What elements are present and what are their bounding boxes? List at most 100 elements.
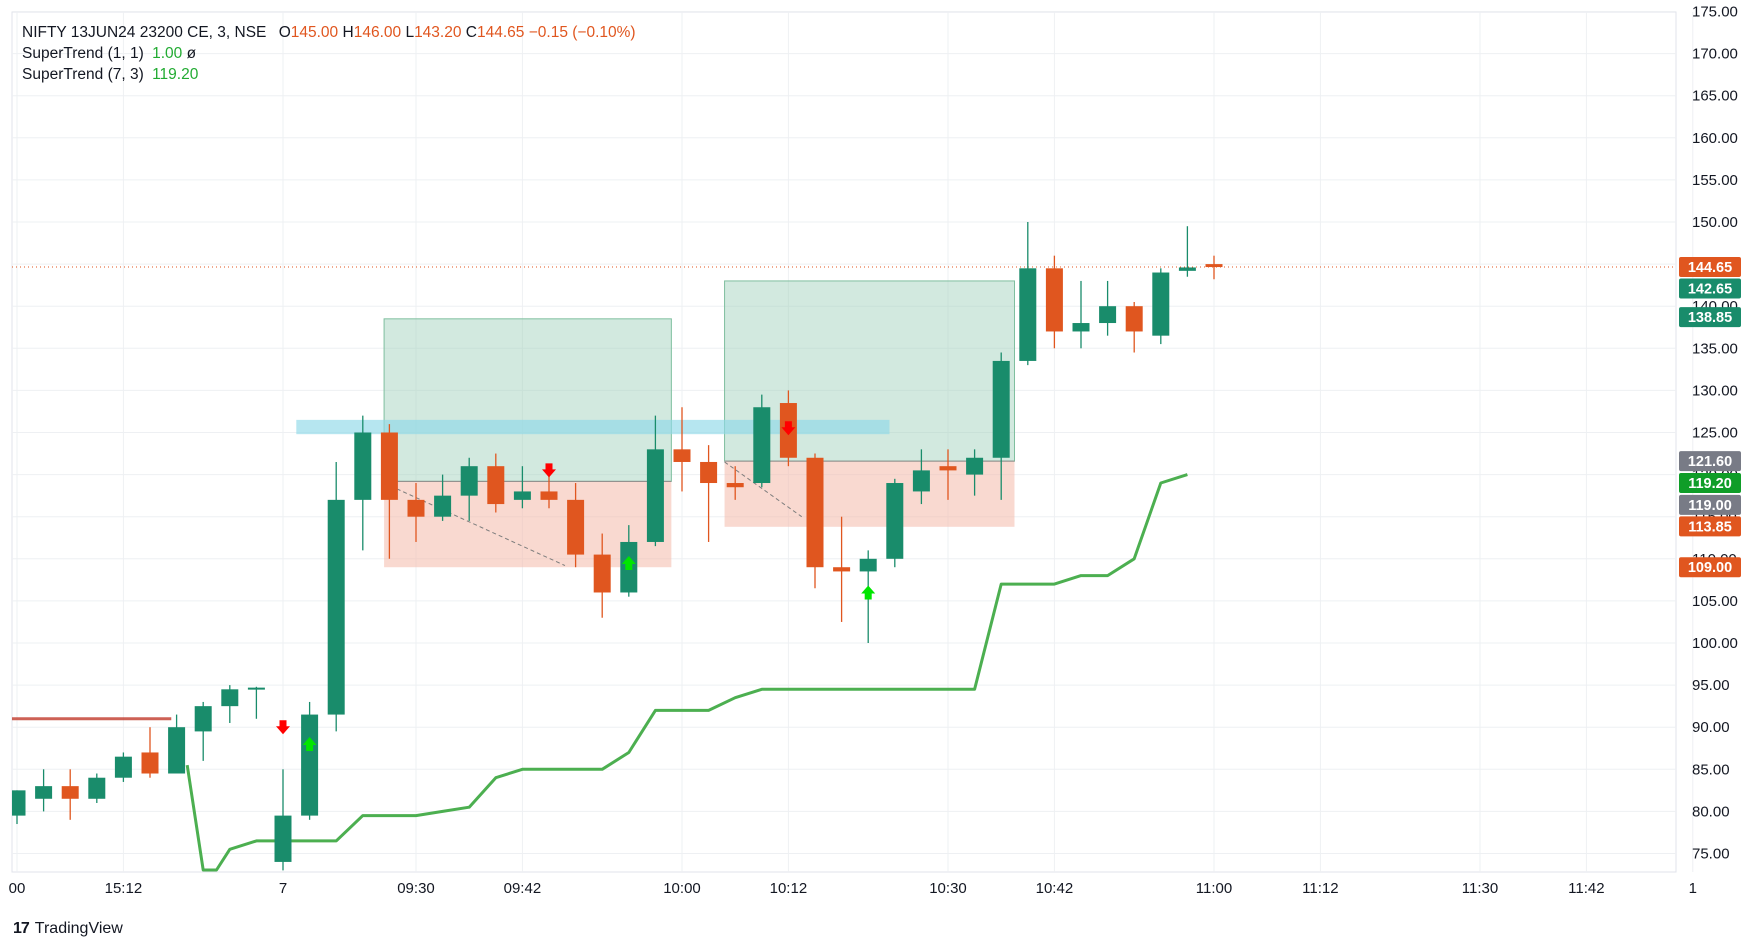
- candle-body: [407, 499, 425, 517]
- price-tag-bg: [1679, 257, 1741, 278]
- tradingview-branding[interactable]: 17 TradingView: [13, 920, 123, 938]
- candle-body: [327, 499, 345, 715]
- sell-signal-arrow-icon: [276, 720, 290, 735]
- candle: [168, 714, 186, 774]
- candle: [12, 790, 26, 825]
- candle: [141, 727, 159, 778]
- y-tick-label: 95.00: [1692, 677, 1730, 694]
- supertrend-1-label: SuperTrend (1, 1): [22, 45, 144, 62]
- low-value: 143.20: [414, 24, 462, 41]
- tradingview-name: TradingView: [34, 920, 123, 937]
- candle: [407, 483, 425, 542]
- price-tag: 119.20: [1679, 473, 1741, 494]
- y-tick-label: 100.00: [1692, 635, 1738, 652]
- candle-body: [274, 815, 292, 862]
- candle-body: [380, 432, 398, 500]
- buy-signal-arrow-icon: [621, 556, 636, 571]
- close-value: 144.65: [477, 24, 525, 41]
- price-tag-label: 119.20: [1688, 476, 1732, 492]
- x-tick-label: 09:42: [504, 880, 542, 897]
- price-tag-bg: [1679, 451, 1741, 472]
- legend-supertrend-1[interactable]: SuperTrend (1, 1) 1.00 ø: [22, 43, 636, 64]
- tradingview-logo-icon: 17: [13, 920, 30, 937]
- dashed-connector: [724, 461, 802, 518]
- candle-body: [886, 483, 904, 559]
- candle-body: [593, 554, 611, 593]
- candle: [247, 686, 265, 719]
- candle-body: [354, 432, 372, 500]
- candle: [35, 769, 53, 812]
- price-tags: 144.65 142.65 138.85 121.60 119.20 119.00 113.…: [1679, 257, 1741, 578]
- candle: [301, 701, 319, 820]
- supertrend-2-value: 119.20: [152, 66, 199, 83]
- candle-body: [1205, 264, 1223, 268]
- candle: [460, 457, 478, 521]
- close-label: C: [465, 24, 477, 41]
- high-value: 146.00: [353, 24, 402, 41]
- candle: [700, 445, 718, 542]
- y-tick-label: 135.00: [1692, 340, 1738, 357]
- candle: [992, 352, 1010, 500]
- candle: [513, 466, 531, 509]
- open-value: 145.00: [290, 24, 339, 41]
- candle: [114, 752, 132, 782]
- x-tick-label: 11:12: [1302, 880, 1338, 897]
- candle-body: [168, 727, 186, 774]
- buy-signal-arrow-icon: [302, 737, 317, 752]
- candle-body: [460, 466, 478, 496]
- candle-body: [567, 499, 585, 555]
- price-tag-label: 119.00: [1688, 498, 1732, 514]
- supertrend-1-extra: ø: [186, 45, 197, 62]
- candle-body: [966, 457, 984, 475]
- candle-body: [247, 687, 265, 690]
- candle-body: [88, 777, 106, 799]
- candle: [1045, 255, 1063, 349]
- candle-body: [434, 495, 452, 517]
- y-tick-label: 90.00: [1692, 719, 1730, 736]
- candle: [354, 415, 372, 551]
- candle-body: [1178, 267, 1196, 271]
- open-label: O: [278, 24, 291, 41]
- grid: [11, 11, 1694, 873]
- legend-symbol-row[interactable]: NIFTY 13JUN24 23200 CE, 3, NSE O145.00 H…: [22, 22, 636, 43]
- candle-body: [1045, 268, 1063, 332]
- candle-body: [487, 466, 505, 505]
- candle: [567, 483, 585, 568]
- legend-supertrend-2[interactable]: SuperTrend (7, 3) 119.20: [22, 64, 636, 85]
- price-tag-bg: [1679, 473, 1741, 494]
- price-tag-label: 138.85: [1688, 310, 1732, 326]
- price-tag: 144.65: [1679, 257, 1741, 278]
- price-tag-label: 121.60: [1688, 454, 1732, 470]
- candle: [434, 474, 452, 521]
- x-tick-label: 11:42: [1568, 880, 1604, 897]
- candle: [1152, 268, 1170, 345]
- x-tick-label: 00: [9, 880, 26, 897]
- supertrend-7-3-line: [185, 473, 1188, 872]
- candle: [380, 424, 398, 559]
- candle: [1019, 222, 1037, 366]
- candle-body: [1072, 323, 1090, 332]
- x-tick-label: 10:30: [929, 880, 967, 897]
- x-tick-label: 7: [279, 880, 287, 897]
- candle: [673, 407, 691, 492]
- candle: [646, 415, 664, 547]
- candle-body: [35, 786, 53, 799]
- buy-signal-arrow-icon: [861, 585, 876, 600]
- price-tag: 142.65: [1679, 278, 1741, 299]
- candle-body: [221, 689, 239, 707]
- price-tag-bg: [1679, 557, 1741, 578]
- candle-body: [673, 449, 691, 462]
- candle: [1072, 280, 1090, 349]
- y-tick-label: 170.00: [1692, 46, 1738, 63]
- y-tick-label: 160.00: [1692, 130, 1738, 147]
- price-tag: 109.00: [1679, 557, 1741, 578]
- price-tag: 138.85: [1679, 307, 1741, 328]
- y-tick-label: 165.00: [1692, 88, 1738, 105]
- candle: [1205, 255, 1223, 280]
- candle: [912, 449, 930, 505]
- y-tick-label: 75.00: [1692, 846, 1730, 863]
- x-tick-label: 09:30: [397, 880, 435, 897]
- candle-body: [114, 756, 132, 778]
- supertrend-1-value: 1.00: [152, 45, 183, 62]
